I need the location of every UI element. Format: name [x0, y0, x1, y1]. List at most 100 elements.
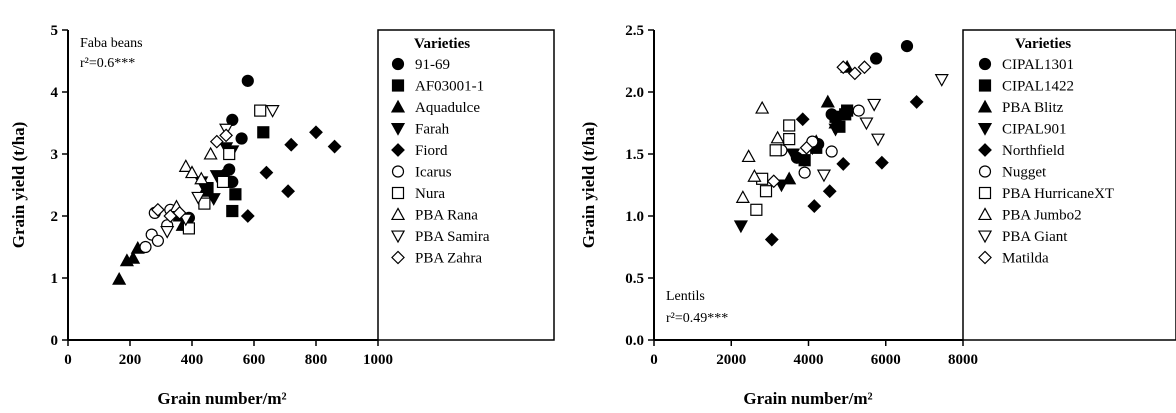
faba-legend-marker — [390, 230, 406, 244]
lentils-legend-marker — [978, 186, 992, 200]
lentils-data-point — [909, 95, 924, 109]
lentils-legend-label: CIPAL1301 — [1002, 57, 1074, 73]
lentils-data-point — [841, 104, 854, 117]
lentils-data-point — [795, 112, 810, 127]
faba-data-point — [172, 206, 187, 220]
lentils-annotation: Lentils — [666, 289, 705, 304]
lentils-data-point — [769, 144, 782, 157]
faba-beans-panel: Faba beans r²=0.6*** Grain number/m² Gra… — [9, 23, 555, 408]
faba-data-point — [184, 165, 200, 179]
lentils-data-point — [798, 154, 811, 167]
lentils-data-point — [770, 130, 785, 144]
lentils-legend-marker — [977, 207, 993, 221]
lentils-data-point — [822, 184, 837, 199]
faba-legend-title: Varieties — [414, 36, 470, 52]
lentils-data-point — [870, 133, 886, 147]
faba-data-point — [194, 171, 209, 185]
faba-data-point — [216, 175, 230, 188]
faba-data-point — [126, 250, 141, 264]
lentils-x-axis-title: Grain number/m² — [743, 389, 872, 408]
lentils-data-point — [764, 232, 779, 247]
lentils-legend-marker — [977, 122, 993, 136]
faba-data-point — [219, 128, 233, 143]
faba-data-point — [191, 191, 206, 205]
lentils-legend-label: PBA Jumbo2 — [1002, 208, 1082, 224]
lentils-data-point — [828, 123, 843, 137]
lentils-data-point — [766, 174, 781, 189]
lentils-x-tick-label: 0 — [650, 352, 658, 368]
lentils-y-tick-label: 1.5 — [625, 147, 644, 163]
lentils-data-point — [900, 40, 914, 53]
faba-legend-label: PBA Rana — [415, 208, 478, 224]
lentils-y-tick-label: 2.5 — [625, 23, 644, 39]
lentils-data-point — [847, 66, 862, 81]
faba-legend-label: 91-69 — [415, 57, 450, 73]
lentils-panel: Lentils r²=0.49*** Grain number/m² Grain… — [579, 23, 1176, 408]
faba-data-point — [254, 104, 267, 117]
lentils-legend-marker — [978, 165, 992, 178]
lentils-x-tick-label: 6000 — [871, 352, 901, 368]
lentils-data-point — [807, 199, 822, 213]
lentils-data-point — [836, 60, 851, 75]
faba-x-tick-label: 800 — [305, 352, 328, 368]
faba-x-tick-label: 400 — [181, 352, 204, 368]
faba-legend-label: PBA Samira — [415, 229, 490, 245]
faba-y-tick-label: 1 — [51, 271, 59, 287]
lentils-x-tick-label: 2000 — [716, 352, 746, 368]
faba-legend-label: Icarus — [415, 165, 452, 181]
lentils-data-point — [799, 140, 814, 155]
faba-y-tick-label: 0 — [51, 333, 59, 349]
lentils-y-axis-title: Grain yield (t/ha) — [579, 122, 598, 249]
lentils-data-point — [783, 133, 796, 146]
faba-data-point — [182, 222, 195, 235]
faba-data-point — [226, 113, 239, 127]
lentils-legend-title: Varieties — [1015, 36, 1071, 52]
lentils-data-point — [750, 203, 763, 216]
faba-x-tick-label: 200 — [119, 352, 142, 368]
faba-x-tick-label: 600 — [243, 352, 266, 368]
faba-legend-marker — [391, 165, 405, 178]
faba-legend-label: Nura — [415, 186, 445, 202]
faba-data-point — [281, 184, 295, 199]
faba-legend-marker — [391, 250, 405, 265]
lentils-data-point — [783, 119, 796, 132]
lentils-data-point — [816, 169, 832, 183]
faba-r2-label: r²=0.6*** — [80, 56, 135, 71]
lentils-legend-label: Matilda — [1002, 251, 1049, 267]
faba-legend-label: AF03001-1 — [415, 79, 484, 95]
faba-x-tick-label: 1000 — [363, 352, 393, 368]
lentils-data-point — [798, 166, 811, 179]
faba-data-point — [160, 225, 175, 239]
lentils-y-tick-label: 0.0 — [625, 333, 644, 349]
lentils-y-tick-label: 2.0 — [625, 85, 644, 101]
lentils-data-point — [869, 52, 883, 65]
faba-y-tick-label: 3 — [51, 147, 59, 163]
faba-data-point — [139, 240, 152, 254]
faba-data-point — [112, 271, 127, 285]
faba-data-point — [223, 147, 236, 161]
faba-legend-label: Aquadulce — [415, 100, 480, 116]
lentils-legend-marker — [977, 99, 993, 113]
faba-legend-label: Farah — [415, 122, 450, 138]
lentils-data-point — [785, 148, 801, 162]
lentils-data-point — [741, 149, 756, 163]
faba-x-axis-title: Grain number/m² — [157, 389, 286, 408]
faba-data-point — [223, 163, 236, 176]
faba-annotation: Faba beans — [80, 36, 143, 51]
lentils-legend-marker — [978, 250, 992, 265]
lentils-legend-label: CIPAL901 — [1002, 122, 1066, 138]
lentils-data-point — [852, 104, 865, 117]
faba-data-point — [327, 139, 342, 154]
faba-y-tick-label: 4 — [51, 85, 59, 101]
faba-data-point — [203, 146, 218, 160]
faba-legend-box — [377, 29, 555, 341]
lentils-legend-marker — [978, 57, 992, 71]
faba-data-point — [178, 159, 193, 172]
lentils-data-point — [820, 94, 835, 108]
lentils-x-tick-label: 8000 — [948, 352, 978, 368]
lentils-y-tick-label: 1.0 — [625, 209, 644, 225]
faba-data-point — [309, 125, 323, 140]
lentils-data-point — [747, 169, 762, 182]
faba-legend-marker — [390, 207, 406, 221]
